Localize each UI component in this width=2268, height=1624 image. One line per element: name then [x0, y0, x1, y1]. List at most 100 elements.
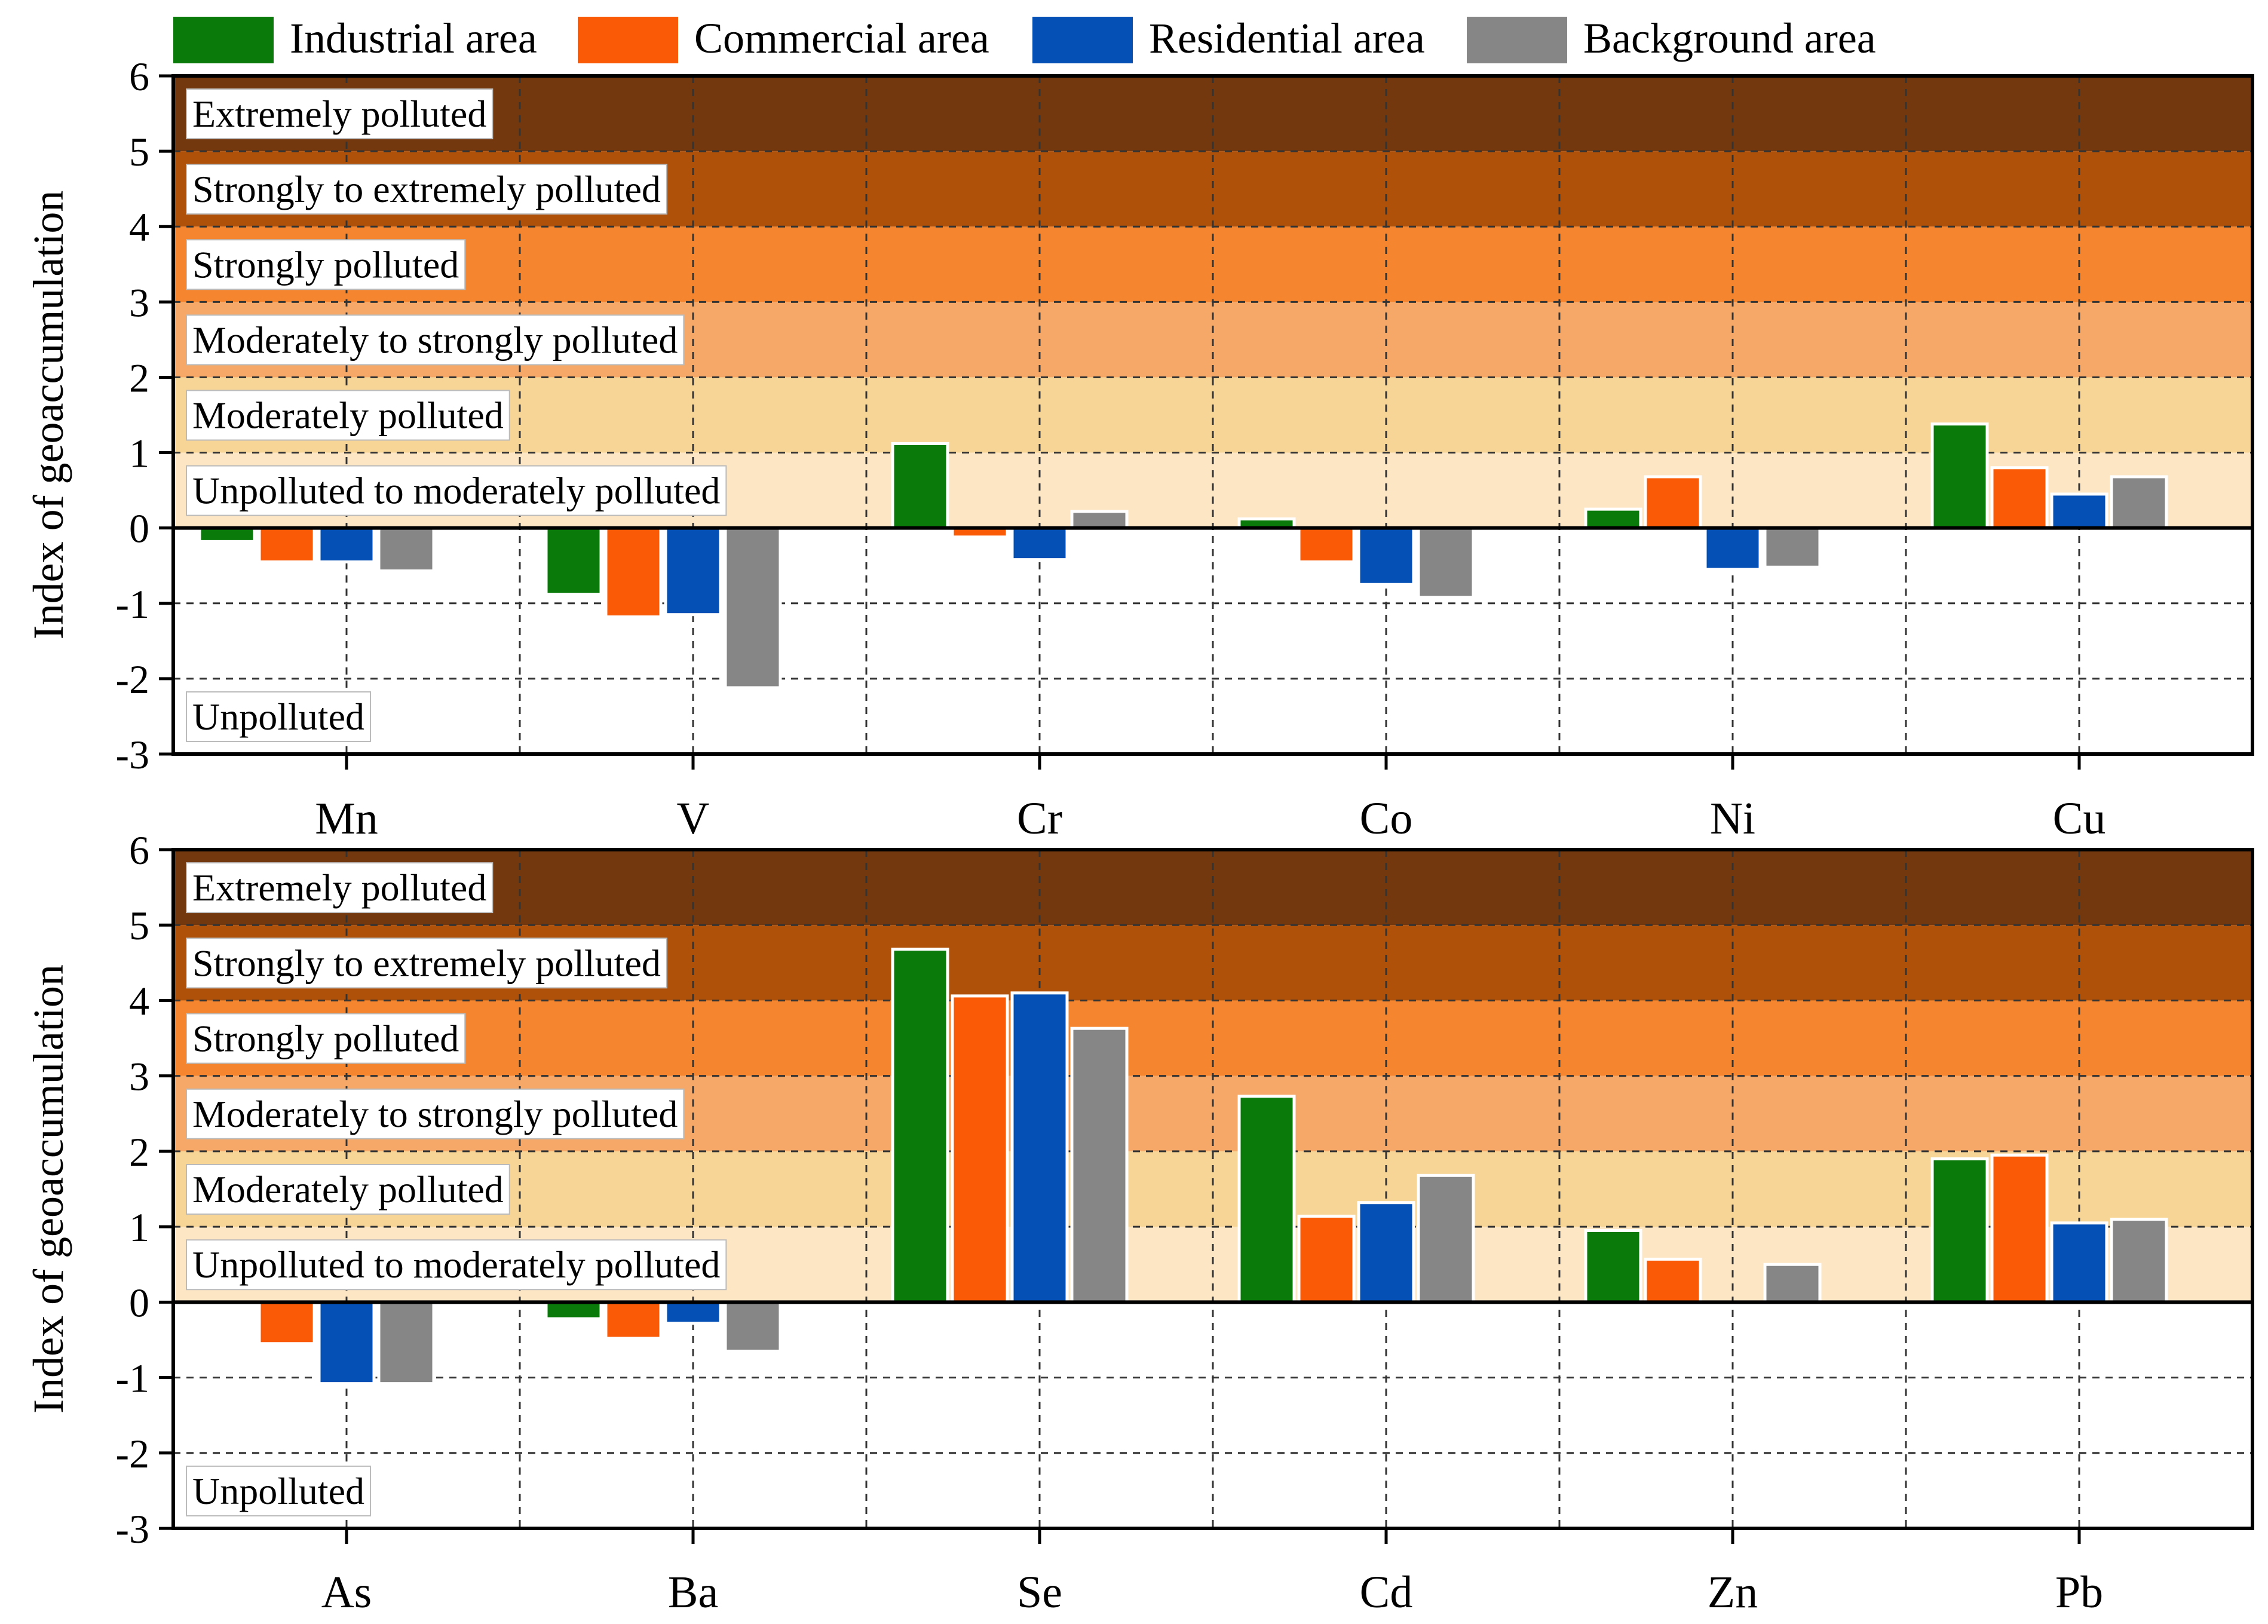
x-tick-label-cu: Cu	[2053, 793, 2106, 844]
y-tick-label: -1	[115, 1356, 149, 1401]
bar-ba-commercial-area	[604, 1300, 663, 1340]
y-tick-label: -3	[115, 732, 149, 777]
band-label-box	[186, 937, 667, 989]
bar-cu-residential-area	[2050, 492, 2108, 530]
band-label-box	[186, 691, 371, 742]
legend-swatch-commercial-area	[578, 17, 678, 63]
bar-zn-background-area	[1763, 1263, 1822, 1304]
band-moderately-polluted	[173, 1151, 2252, 1227]
bar-cr-background-area	[1070, 510, 1129, 530]
y-tick-label: 4	[129, 204, 149, 250]
band-label-box	[186, 164, 667, 215]
bar-mn-background-area	[377, 526, 436, 573]
legend-label: Industrial area	[290, 14, 537, 62]
y-tick-label: 3	[129, 1054, 149, 1099]
y-tick-label: 5	[129, 903, 149, 948]
bar-v-commercial-area	[604, 526, 663, 618]
bar-as-commercial-area	[258, 1300, 316, 1346]
band-label: Moderately to strongly polluted	[192, 1093, 678, 1135]
bar-ni-residential-area	[1703, 526, 1762, 571]
band-extremely-polluted	[173, 850, 2252, 926]
bar-cu-commercial-area	[1990, 466, 2049, 530]
y-tick-label: 4	[129, 978, 149, 1024]
x-tick-label-v: V	[677, 793, 710, 844]
band-label: Moderately polluted	[192, 394, 504, 437]
x-tick-label-cd: Cd	[1360, 1567, 1413, 1617]
bar-cd-residential-area	[1357, 1201, 1415, 1304]
plot-frame	[171, 74, 2254, 756]
band-label-box	[186, 239, 466, 290]
bar-v-background-area	[724, 526, 782, 690]
bar-cu-background-area	[2110, 475, 2168, 530]
bar-se-industrial-area	[891, 948, 949, 1304]
bar-pb-background-area	[2110, 1217, 2168, 1304]
bar-ni-background-area	[1763, 526, 1822, 569]
x-tick-label-pb: Pb	[2055, 1567, 2103, 1617]
band-label: Strongly to extremely polluted	[192, 168, 661, 210]
bar-co-background-area	[1417, 526, 1475, 599]
bar-mn-commercial-area	[258, 526, 316, 563]
bar-cu-industrial-area	[1930, 422, 1989, 530]
band-label-box	[186, 1088, 685, 1139]
x-tick-label-co: Co	[1360, 793, 1413, 844]
bar-se-background-area	[1070, 1027, 1129, 1304]
bar-ni-industrial-area	[1584, 507, 1642, 530]
band-label: Moderately polluted	[192, 1168, 504, 1211]
band-label-box	[186, 1465, 371, 1516]
band-label-box	[186, 88, 494, 140]
band-label: Unpolluted	[192, 1470, 364, 1512]
legend-swatch-background-area	[1467, 17, 1567, 63]
band-extremely-polluted	[173, 76, 2252, 152]
bar-se-commercial-area	[951, 994, 1009, 1304]
band-label-box	[186, 314, 685, 366]
bar-pb-commercial-area	[1990, 1153, 2049, 1304]
band-label: Moderately to strongly polluted	[192, 318, 678, 361]
x-tick-label-se: Se	[1017, 1567, 1062, 1617]
bar-co-residential-area	[1357, 526, 1415, 586]
y-tick-label: 2	[129, 355, 149, 400]
plot-frame	[171, 848, 2254, 1530]
bar-cd-commercial-area	[1297, 1214, 1356, 1304]
legend-swatch-residential-area	[1032, 17, 1133, 63]
y-tick-label: 1	[129, 431, 149, 476]
x-tick-label-zn: Zn	[1708, 1567, 1758, 1617]
bar-mn-industrial-area	[198, 526, 256, 543]
bar-cr-residential-area	[1010, 526, 1069, 562]
bar-v-residential-area	[664, 526, 722, 617]
band-label-box	[186, 1239, 727, 1291]
y-tick-label: 0	[129, 506, 149, 551]
bar-as-background-area	[377, 1300, 436, 1386]
band-label: Unpolluted to moderately polluted	[192, 1243, 720, 1286]
chart-panel-top: Unpolluted Unpolluted to moderately pollu…	[24, 54, 2254, 844]
bar-pb-industrial-area	[1930, 1157, 1989, 1304]
x-tick-label-cr: Cr	[1017, 793, 1062, 844]
y-tick-label: -2	[115, 657, 149, 702]
y-tick-label: 3	[129, 280, 149, 325]
bar-se-residential-area	[1010, 991, 1069, 1304]
band-label: Unpolluted	[192, 695, 364, 738]
legend-swatch-industrial-area	[173, 17, 274, 63]
legend: Industrial area Commercial area Residentia…	[173, 14, 1876, 63]
x-tick-label-ni: Ni	[1710, 793, 1755, 844]
y-tick-label: 2	[129, 1129, 149, 1175]
bar-cd-industrial-area	[1237, 1095, 1296, 1304]
band-label-box	[186, 1013, 466, 1064]
y-tick-label: -1	[115, 581, 149, 627]
y-tick-label: 5	[129, 129, 149, 174]
band-label: Extremely polluted	[192, 866, 486, 909]
band-label: Unpolluted to moderately polluted	[192, 470, 720, 512]
bar-mn-residential-area	[317, 526, 376, 563]
y-tick-label: 6	[129, 828, 149, 873]
band-label-box	[186, 390, 510, 441]
legend-label: Background area	[1583, 14, 1876, 62]
y-tick-label: -3	[115, 1506, 149, 1552]
band-label: Strongly polluted	[192, 243, 459, 286]
band-label: Strongly to extremely polluted	[192, 942, 661, 984]
bar-ba-background-area	[724, 1300, 782, 1353]
x-tick-label-mn: Mn	[315, 793, 378, 844]
y-axis-label: Index of geoaccumulation	[24, 964, 72, 1414]
bar-cr-industrial-area	[891, 442, 949, 530]
bar-ni-commercial-area	[1644, 475, 1702, 530]
band-label-box	[186, 465, 727, 516]
